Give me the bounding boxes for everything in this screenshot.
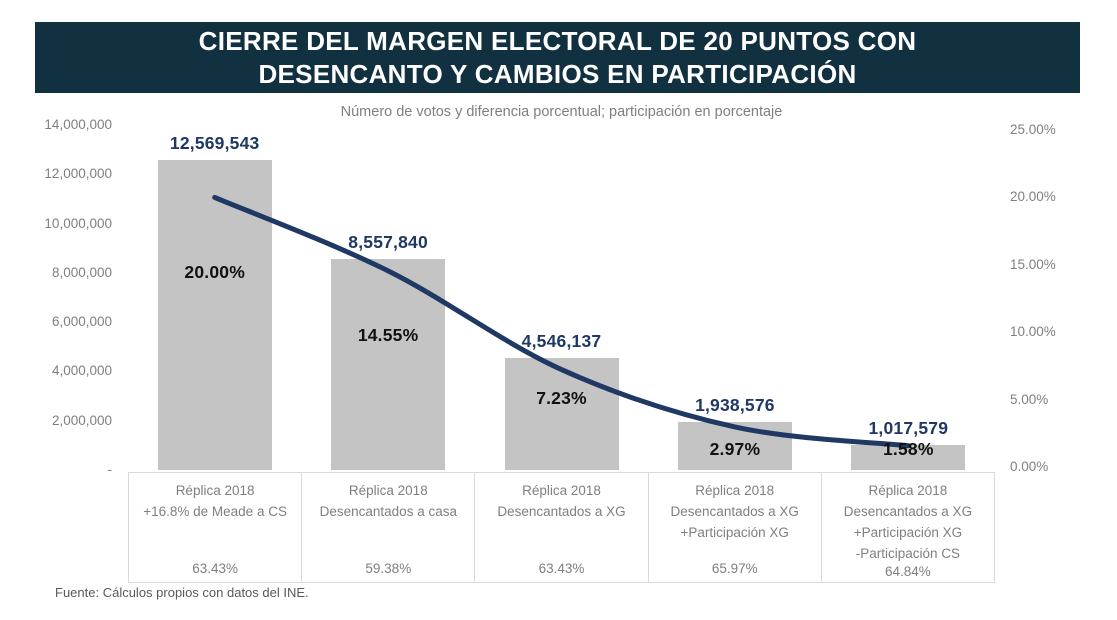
category-cell: Réplica 2018 Desencantados a casa 59.38%: [302, 473, 476, 582]
vote-bar: [331, 259, 446, 470]
vote-bar: [504, 357, 619, 470]
bar-value-label: 12,569,543: [169, 133, 260, 154]
category-label-line: -Participación CS: [855, 546, 961, 561]
category-label-line: Réplica 2018: [175, 483, 255, 498]
participation-value: 64.84%: [885, 564, 931, 579]
category-label: Réplica 2018 Desencantados a XG +Participa…: [826, 480, 990, 564]
right-axis-tick: 25.00%: [1010, 122, 1056, 137]
category-label: Réplica 2018 Desencantados a XG: [479, 480, 643, 522]
source-note: Fuente: Cálculos propios con datos del I…: [55, 585, 309, 600]
category-label-line: Réplica 2018: [522, 483, 601, 498]
chart-title-line-1: CIERRE DEL MARGEN ELECTORAL DE 20 PUNTOS…: [198, 25, 917, 56]
left-axis-tick: 8,000,000: [51, 264, 112, 280]
right-axis-tick: 20.00%: [1010, 189, 1056, 205]
vote-bar: [157, 160, 272, 470]
category-label: Réplica 2018 +16.8% de Meade a CS: [133, 480, 297, 522]
chart-subtitle: Número de votos y diferencia porcentual;…: [340, 104, 783, 120]
bar-value-label: 1,938,576: [695, 395, 775, 416]
right-axis-tick: 5.00%: [1010, 391, 1049, 407]
left-axis-tick: 6,000,000: [51, 314, 112, 330]
chart-title-line-2: DESENCANTO Y CAMBIOS EN PARTICIPACIÓN: [258, 58, 857, 89]
category-cell: Réplica 2018 Desencantados a XG +Participa…: [649, 473, 822, 582]
right-axis-tick: 10.00%: [1010, 324, 1056, 340]
category-label-line: Réplica 2018: [348, 483, 428, 498]
left-axis-tick: 12,000,000: [44, 166, 112, 182]
margin-percent-label: 20.00%: [184, 261, 245, 282]
left-axis-tick: 4,000,000: [51, 363, 112, 379]
category-label-line: Desencantados a XG: [497, 504, 626, 519]
category-label-line: Desencantados a casa: [319, 504, 457, 519]
margin-percent-label: 7.23%: [536, 388, 587, 409]
right-axis-tick: 15.00%: [1010, 256, 1056, 272]
category-label-line: Réplica 2018: [868, 483, 948, 498]
bar-value-label: 8,557,840: [348, 232, 428, 253]
participation-value: 63.43%: [192, 561, 238, 576]
chart-title-banner: CIERRE DEL MARGEN ELECTORAL DE 20 PUNTOS…: [35, 22, 1080, 93]
category-label-line: Desencantados a XG: [670, 504, 799, 519]
category-cell: Réplica 2018 +16.8% de Meade a CS 63.43%: [129, 473, 303, 582]
category-cell: Réplica 2018 Desencantados a XG +Participa…: [822, 473, 994, 582]
category-label-line: Réplica 2018: [695, 483, 775, 498]
category-table: Réplica 2018 +16.8% de Meade a CS 63.43% Ré…: [128, 472, 995, 583]
margin-percent-label: 14.55%: [357, 325, 419, 346]
category-label: Réplica 2018 Desencantados a XG +Participa…: [653, 480, 817, 543]
category-label: Réplica 2018 Desencantados a casa: [306, 480, 470, 522]
right-axis-tick: 0.00%: [1010, 459, 1049, 474]
vote-bar: [851, 444, 966, 470]
category-label-line: +16.8% de Meade a CS: [143, 504, 287, 519]
left-axis-tick: -: [107, 462, 113, 477]
left-axis-tick: 10,000,000: [44, 215, 112, 231]
participation-value: 63.43%: [538, 561, 585, 576]
category-label-line: Desencantados a XG: [843, 504, 973, 519]
participation-value: 59.38%: [365, 561, 412, 576]
left-axis-tick: 2,000,000: [51, 412, 112, 428]
participation-value: 65.97%: [711, 561, 758, 576]
bar-value-label: 1,017,579: [868, 417, 949, 438]
category-label-line: +Participación XG: [680, 525, 789, 540]
margin-percent-label: 2.97%: [709, 439, 761, 459]
category-cell: Réplica 2018 Desencantados a XG 63.43%: [475, 473, 649, 582]
bar-value-label: 4,546,137: [521, 330, 602, 351]
margin-percent-label: 1.58%: [882, 439, 934, 459]
left-axis-tick: 14,000,000: [44, 117, 112, 132]
category-label-line: +Participación XG: [853, 525, 963, 540]
